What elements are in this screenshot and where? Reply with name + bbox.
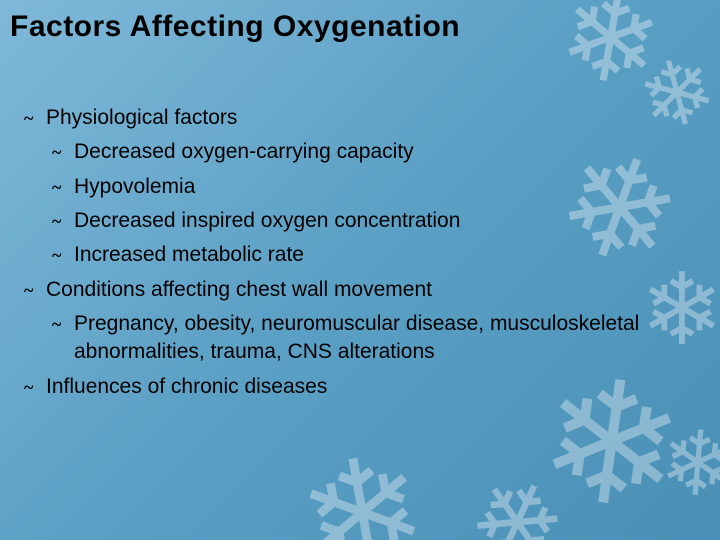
snowflake-icon: ❄ (288, 430, 438, 540)
bullet-icon: ~ (52, 209, 74, 233)
list-item-text: Decreased inspired oxygen concentration (74, 207, 700, 235)
bullet-icon: ~ (52, 140, 74, 164)
list-item: ~ Decreased inspired oxygen concentratio… (52, 207, 700, 235)
list-item: ~ Conditions affecting chest wall moveme… (24, 276, 700, 304)
list-item-text: Conditions affecting chest wall movement (46, 276, 700, 304)
bullet-icon: ~ (52, 312, 74, 336)
list-item-text: Increased metabolic rate (74, 241, 700, 269)
list-item-text: Influences of chronic diseases (46, 373, 700, 401)
list-item-text: Hypovolemia (74, 173, 700, 201)
list-item-text: Physiological factors (46, 104, 700, 132)
list-item: ~ Increased metabolic rate (52, 241, 700, 269)
list-item: ~ Physiological factors (24, 104, 700, 132)
bullet-icon: ~ (24, 106, 46, 130)
bullet-icon: ~ (24, 278, 46, 302)
snowflake-icon: ❄ (451, 456, 581, 540)
bullet-icon: ~ (24, 375, 46, 399)
list-item: ~ Influences of chronic diseases (24, 373, 700, 401)
list-item-text: Pregnancy, obesity, neuromuscular diseas… (74, 310, 700, 367)
list-item: ~ Pregnancy, obesity, neuromuscular dise… (52, 310, 700, 367)
bullet-icon: ~ (52, 243, 74, 267)
slide-title: Factors Affecting Oxygenation (10, 10, 700, 44)
list-item: ~ Hypovolemia (52, 173, 700, 201)
list-item: ~ Decreased oxygen-carrying capacity (52, 138, 700, 166)
slide-content: Factors Affecting Oxygenation ~ Physiolo… (0, 0, 720, 427)
list-item-text: Decreased oxygen-carrying capacity (74, 138, 700, 166)
snowflake-icon: ❄ (656, 417, 720, 513)
bullet-icon: ~ (52, 175, 74, 199)
